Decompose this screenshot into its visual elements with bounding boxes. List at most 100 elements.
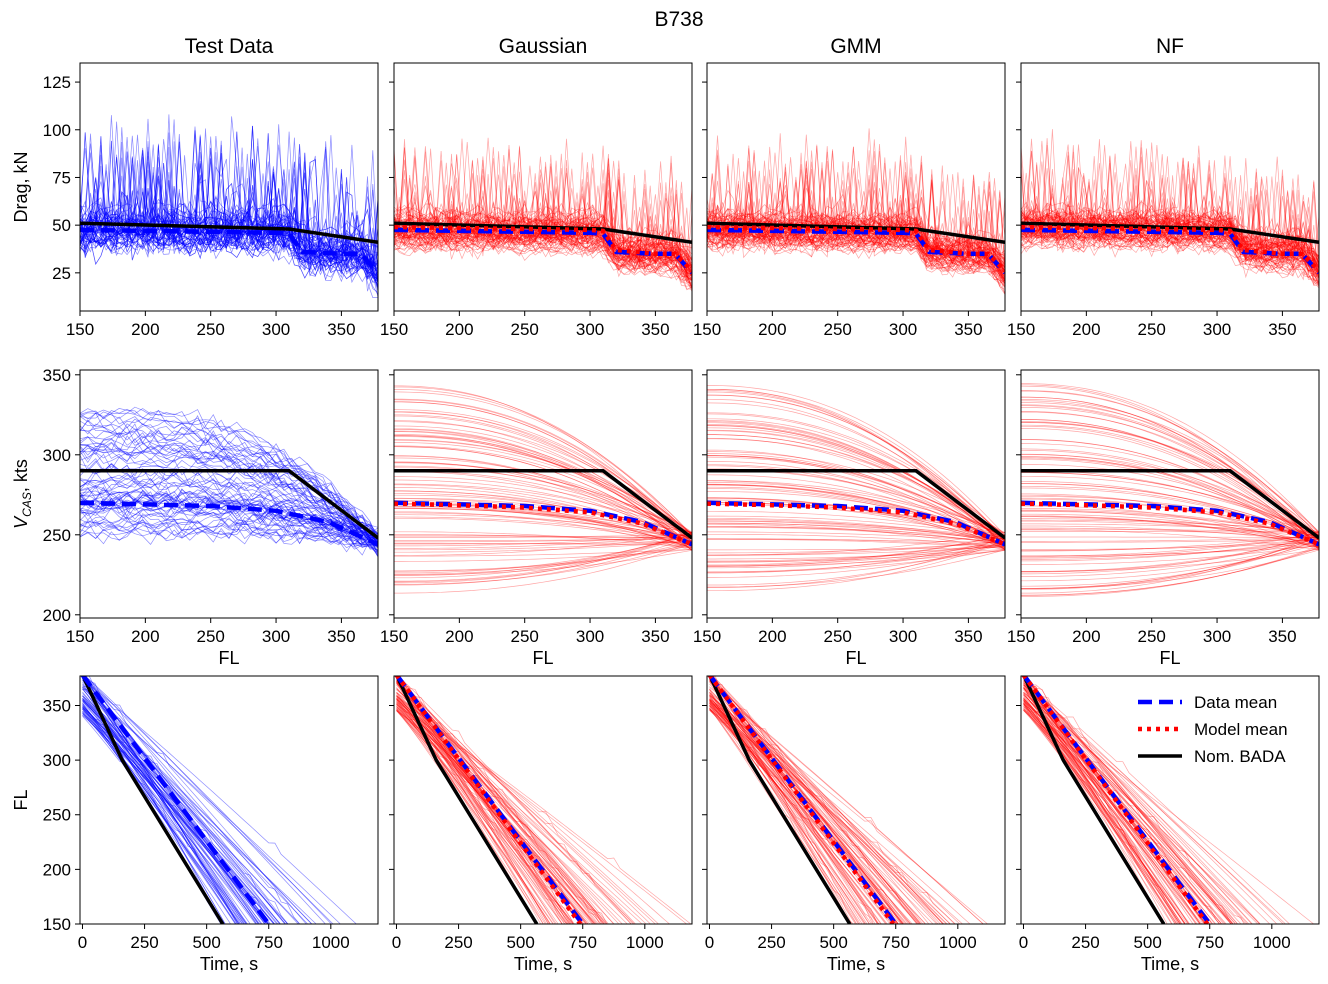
trace-line [1021,175,1319,266]
trace-line [396,681,572,924]
trace-line [707,538,1005,548]
trace-line [1021,173,1319,259]
trace-line [1021,508,1319,538]
trace-line [394,401,692,543]
trace-line [707,540,1005,556]
trace-line [709,709,956,924]
trace-line [1021,543,1319,582]
trace-line [1023,679,1234,924]
x-tick-label: 1000 [1253,933,1291,952]
axes-frame [1020,62,1320,312]
trace-line [82,688,341,924]
trace-line [82,676,240,924]
trace-line [1023,686,1284,924]
x-tick-label: 500 [819,933,847,952]
trace-line [707,412,1005,537]
trace-line [1021,155,1319,280]
trace-line [1021,162,1319,285]
trace-line [396,684,570,924]
trace-line [707,515,1005,538]
x-tick-label: 200 [1072,320,1100,339]
trace-line [80,525,378,557]
trace-line [82,686,269,924]
trace-line [394,484,692,544]
trace-line [394,514,692,539]
trace-line [394,532,692,576]
trace-line [394,466,692,534]
trace-line [1021,537,1319,542]
trace-line [1021,529,1319,551]
trace-line [80,490,378,543]
trace-line [394,476,692,534]
x-tick-label: 300 [262,320,290,339]
trace-line [1023,703,1177,924]
trace-line [394,517,692,546]
trace-line [707,486,1005,545]
trace-line [709,703,898,924]
trace-line [1023,682,1197,924]
trace-line [709,701,945,924]
trace-line [80,512,378,557]
trace-line [394,534,692,549]
trace-line [394,399,692,541]
trace-line [1021,523,1319,534]
trace-line [1021,458,1319,548]
trace-line [709,679,874,924]
trace-line [396,707,566,924]
trace-line [80,119,378,272]
trace-line [80,437,378,557]
x-tick-label: 300 [576,320,604,339]
x-tick-label: 750 [255,933,283,952]
trace-line [88,676,289,924]
trace-line [707,491,1005,539]
trace-line [707,540,1005,554]
trace-line [1023,697,1200,924]
trace-line [709,695,911,924]
trace-line [1021,534,1319,575]
trace-line [82,708,232,924]
trace-line [1021,527,1319,541]
trace-line [394,537,692,543]
x-tick-label: 0 [1019,933,1028,952]
x-tick-label: 350 [954,627,982,646]
trace-line [1023,694,1206,924]
trace-line [707,525,1005,545]
trace-line [394,160,692,281]
trace-line [709,702,867,924]
bada-line [1022,676,1166,924]
trace-line [1021,144,1319,264]
trace-line [396,681,636,924]
trace-line [1023,682,1278,924]
trace-line [396,677,594,924]
trace-line [82,713,247,924]
x-axis-label: FL [1159,648,1180,668]
trace-line [394,224,692,273]
trace-line [82,713,259,924]
trace-line [396,710,563,924]
trace-line [82,695,287,924]
trace-line [707,526,1005,544]
trace-line [1023,684,1225,924]
trace-line [707,207,1005,251]
trace-line [1021,540,1319,577]
trace-line [1021,169,1319,285]
trace-line [80,150,378,248]
x-tick-label: 0 [78,933,87,952]
trace-line [707,520,1005,539]
trace-line [1021,536,1319,562]
trace-line [80,492,378,553]
trace-line [396,687,570,924]
trace-line [80,480,378,541]
trace-line [82,695,251,924]
trace-line [80,143,378,295]
trace-line [707,394,1005,540]
trace-line [709,703,921,924]
trace-line [80,517,378,556]
trace-line [1023,699,1233,924]
data-mean-line [707,227,1005,275]
trace-line [394,153,692,290]
trace-line [1023,680,1261,924]
legend-label: Nom. BADA [1194,747,1286,766]
trace-line [396,679,606,924]
trace-line [1021,173,1319,261]
